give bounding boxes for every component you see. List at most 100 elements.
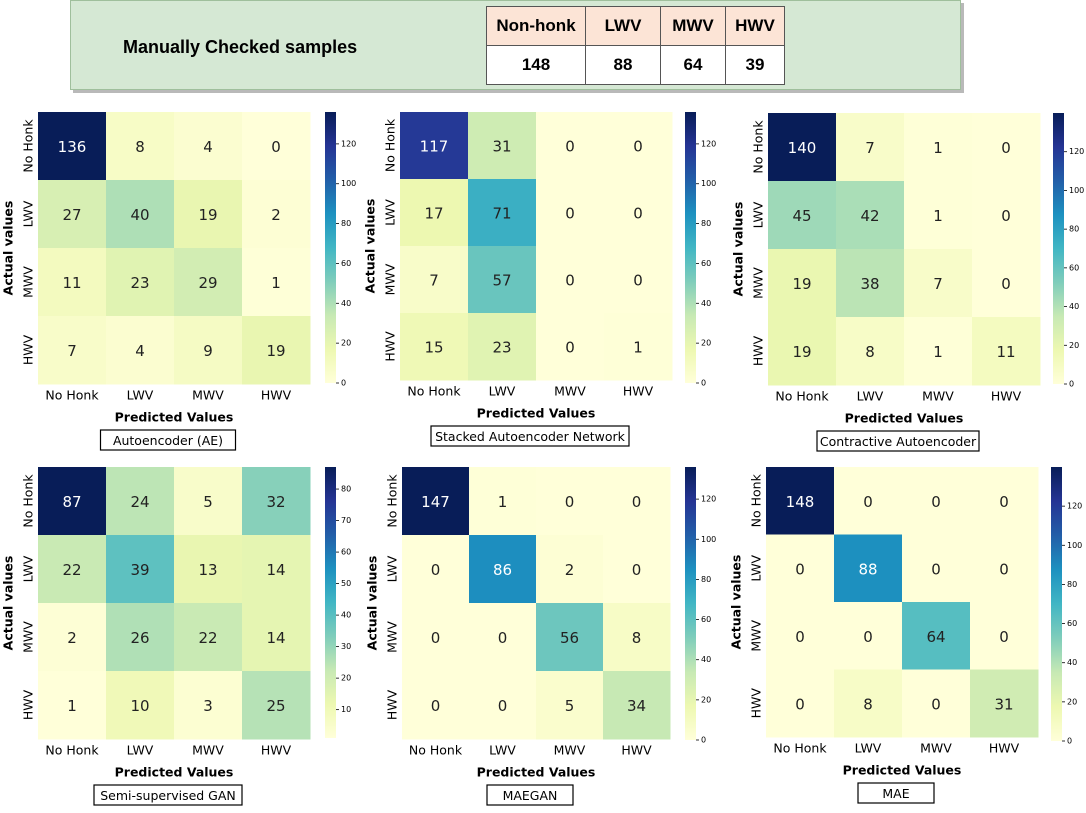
cell-value-label: 24 (130, 493, 149, 511)
colorbar-tick-label: 80 (701, 575, 711, 584)
heatmap-cell (834, 602, 903, 670)
cell-value-label: 1 (633, 339, 643, 357)
colorbar-tick-label: 60 (701, 259, 711, 268)
cell-value-label: 32 (266, 493, 285, 511)
heatmap-cell (400, 112, 469, 180)
cell-value-label: 0 (1001, 275, 1011, 293)
y-tick-label: LWV (751, 201, 766, 228)
colorbar-tick-label: 120 (341, 139, 356, 148)
cell-value-label: 19 (266, 342, 285, 360)
cell-value-label: 2 (565, 561, 575, 579)
colorbar-tick-label: 60 (1069, 263, 1079, 272)
cell-value-label: 4 (135, 342, 145, 360)
y-axis-title: Actual values (729, 555, 744, 650)
heatmap-cell (970, 602, 1039, 670)
colorbar-tick-label: 60 (1067, 619, 1077, 628)
heatmap-cell (536, 179, 605, 247)
cell-value-label: 4 (203, 138, 213, 156)
heatmap-cell (400, 179, 469, 247)
cell-value-label: 0 (863, 628, 873, 646)
heatmap-cell (834, 669, 903, 738)
samples-col-hwv: HWV (725, 6, 785, 46)
y-tick-label: HWV (21, 334, 36, 365)
samples-table: Non-honk LWV MWV HWV 148 88 64 39 (486, 6, 785, 85)
y-tick-label: HWV (749, 688, 764, 719)
y-tick-label: HWV (383, 331, 398, 362)
y-tick-label: No Honk (385, 474, 400, 528)
y-tick-label: No Honk (751, 120, 766, 174)
header-title: Manually Checked samples (123, 37, 358, 57)
x-tick-label: LWV (489, 384, 516, 399)
colorbar-tick-label: 20 (1067, 697, 1077, 706)
cell-value-label: 23 (130, 274, 149, 292)
heatmap-cell (468, 246, 537, 314)
colorbar (685, 467, 696, 740)
heatmap-cell (38, 112, 107, 181)
colorbar-tick-label: 120 (1067, 502, 1082, 511)
y-tick-label: MWV (385, 621, 400, 653)
x-tick-label: No Honk (45, 388, 99, 403)
cell-value-label: 15 (424, 339, 443, 357)
heatmap-cell (768, 113, 837, 182)
colorbar-tick-label: 0 (701, 736, 706, 745)
colorbar-tick-label: 0 (701, 379, 706, 388)
cell-value-label: 31 (492, 138, 511, 156)
heatmap-cell (468, 313, 537, 381)
colorbar-tick-label: 40 (1067, 658, 1077, 667)
x-tick-label: HWV (261, 743, 292, 758)
heatmap-cell (38, 671, 107, 740)
y-tick-label: No Honk (21, 119, 36, 173)
model-title: MAEGAN (503, 788, 558, 803)
x-axis-title: Predicted Values (115, 765, 234, 780)
cell-value-label: 5 (203, 493, 213, 511)
heatmap-cell (604, 246, 673, 314)
heatmap-cell (242, 180, 311, 249)
cell-value-label: 7 (67, 342, 77, 360)
colorbar-tick-label: 40 (341, 611, 351, 620)
samples-value-lwv: 88 (585, 45, 661, 85)
cell-value-label: 1 (933, 343, 943, 361)
samples-table-value-row: 148 88 64 39 (486, 45, 785, 85)
colorbar (325, 467, 336, 738)
samples-header-panel: Manually Checked samples Non-honk LWV MW… (70, 0, 961, 90)
y-tick-label: MWV (751, 267, 766, 299)
colorbar-tick-label: 60 (701, 615, 711, 624)
model-label-box (430, 425, 630, 447)
colorbar-tick-label: 60 (341, 259, 351, 268)
heatmap-cell (766, 602, 835, 670)
colorbar (325, 112, 336, 383)
heatmap-cell (902, 669, 971, 738)
cell-value-label: 7 (429, 272, 439, 290)
heatmap-cell (836, 113, 905, 182)
heatmap-cell (469, 535, 537, 604)
y-tick-label: LWV (21, 200, 36, 227)
x-tick-label: MWV (922, 389, 954, 404)
heatmap-cell (904, 181, 973, 250)
heatmap-cell (904, 249, 973, 318)
heatmap-cell (400, 246, 469, 314)
heatmap-cell (106, 248, 175, 317)
colorbar-tick-label: 100 (701, 179, 716, 188)
heatmap-cell (768, 181, 837, 250)
heatmap-cell (106, 671, 175, 740)
x-tick-label: No Honk (773, 741, 827, 756)
cell-value-label: 0 (863, 493, 873, 511)
x-tick-label: HWV (621, 743, 652, 758)
x-tick-label: No Honk (407, 384, 461, 399)
heatmap-cell (174, 316, 243, 385)
cell-value-label: 0 (565, 272, 575, 290)
x-tick-label: MWV (192, 743, 224, 758)
cell-value-label: 0 (999, 560, 1009, 578)
x-axis-title: Predicted Values (115, 410, 234, 425)
heatmap-cell (174, 603, 243, 672)
heatmap-cell (38, 467, 107, 536)
cell-value-label: 0 (795, 695, 805, 713)
colorbar-tick-label: 40 (701, 655, 711, 664)
cell-value-label: 1 (498, 493, 508, 511)
heatmap-cell (603, 671, 671, 740)
heatmap-cell (402, 535, 470, 604)
heatmap-cell (902, 602, 971, 670)
heatmap-cell (242, 248, 311, 317)
cell-value-label: 22 (62, 561, 81, 579)
x-tick-label: MWV (554, 743, 586, 758)
